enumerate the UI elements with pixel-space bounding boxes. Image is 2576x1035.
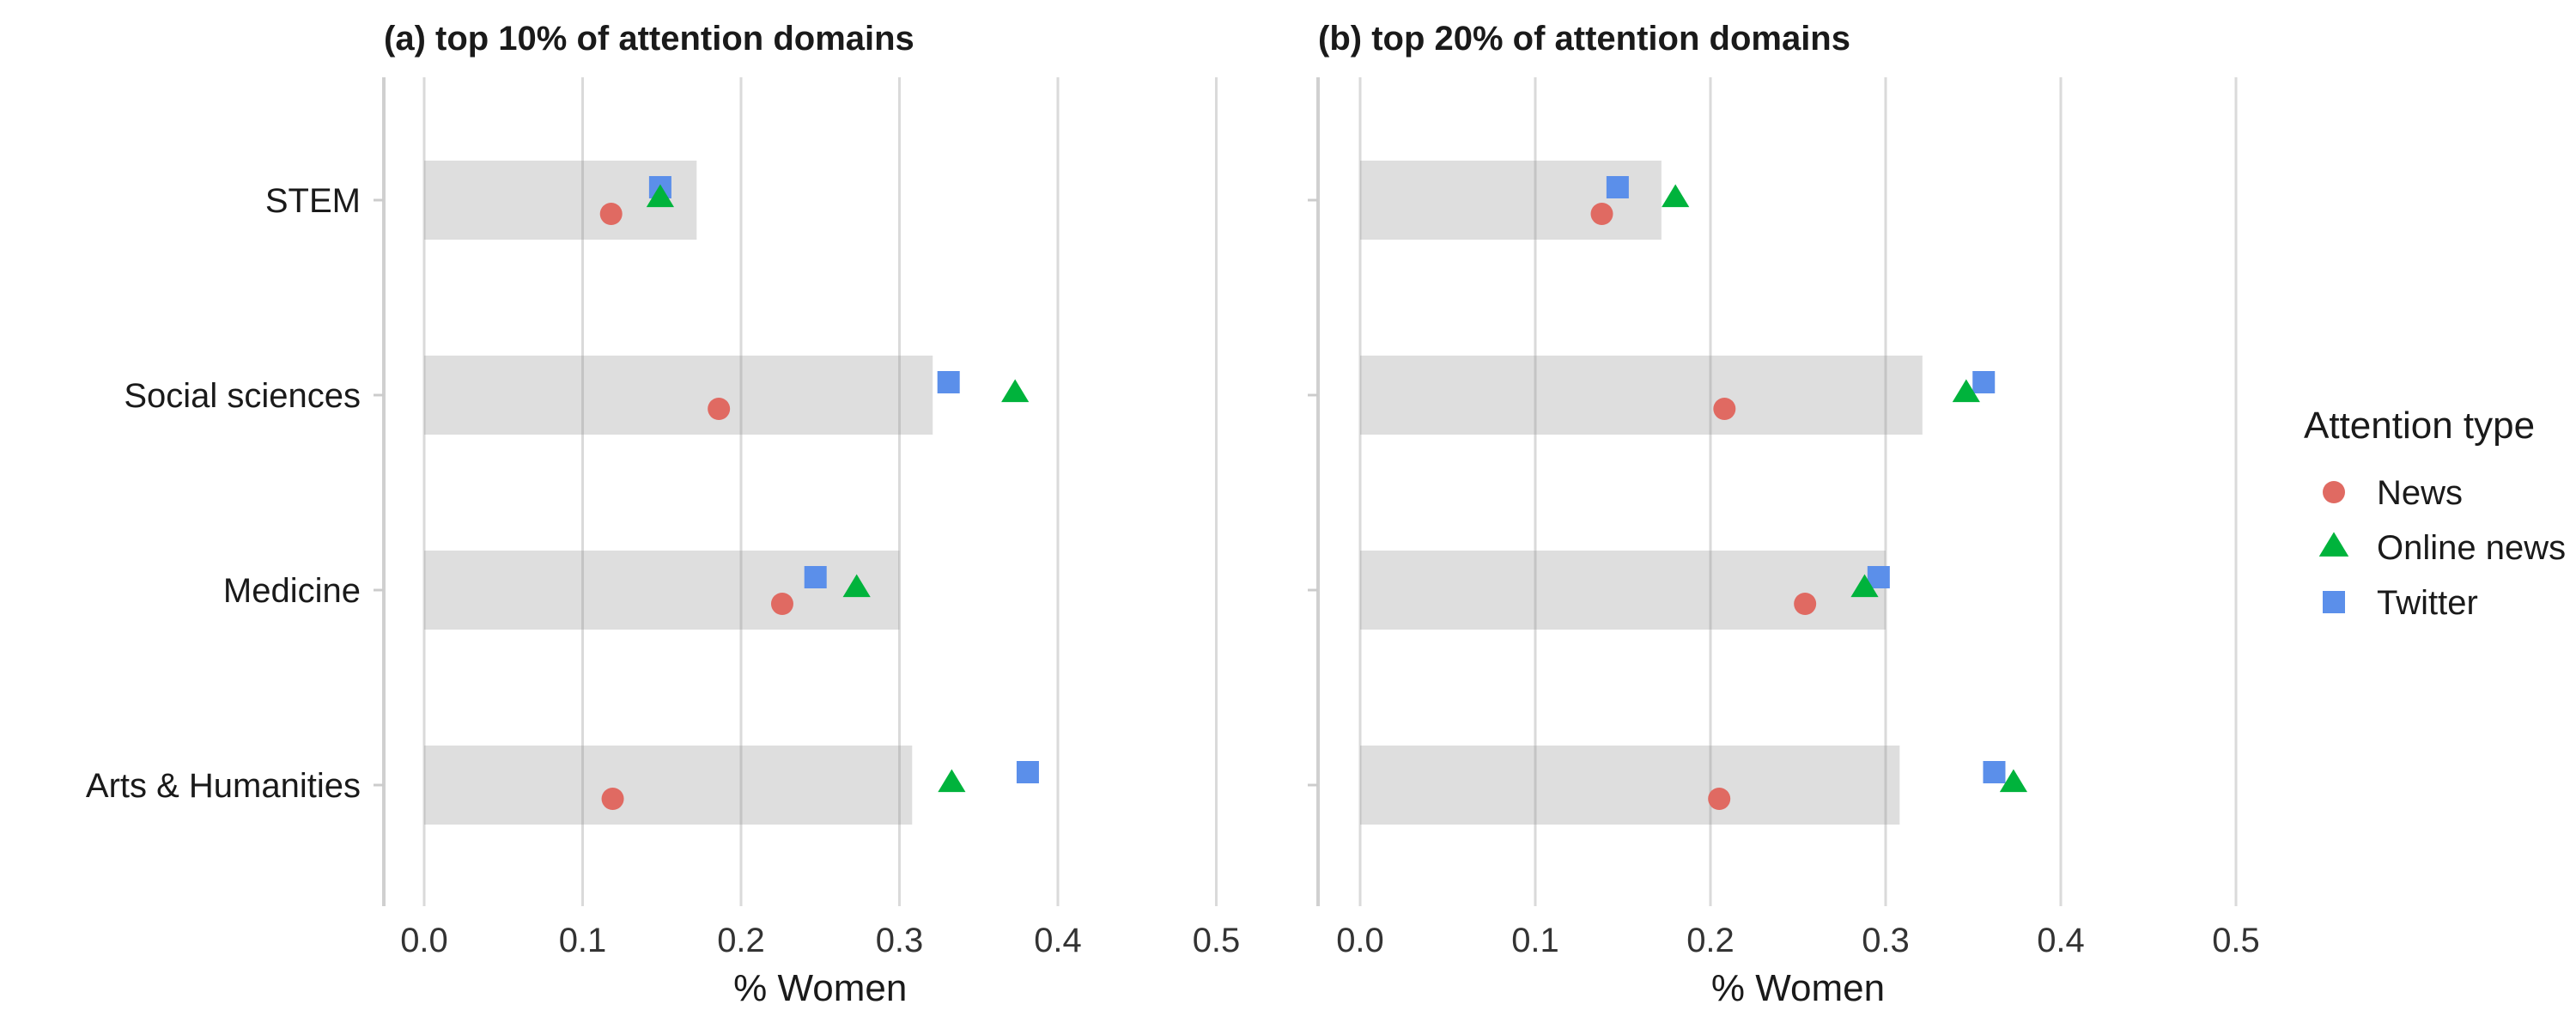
point-news-arts-humanities	[1708, 788, 1731, 810]
point-news-medicine	[1794, 593, 1817, 615]
bar-arts-humanities	[424, 746, 913, 825]
point-news-medicine	[770, 593, 793, 615]
x-tick-label: 0.3	[876, 922, 924, 959]
point-twitter-medicine	[1867, 566, 1890, 588]
panel-a-gridlines	[382, 77, 1218, 906]
panel-b-title: (b) top 20% of attention domains	[1318, 20, 1850, 58]
panel-a-x-axis-title: % Women	[733, 967, 907, 1009]
point-twitter-social-sciences	[937, 371, 960, 393]
bar-social-sciences	[1360, 356, 1923, 435]
category-label: Social sciences	[124, 377, 361, 415]
legend-marker-news	[2323, 481, 2345, 503]
category-label: Medicine	[223, 572, 361, 610]
x-tick-label: 0.4	[1034, 922, 1082, 959]
category-labels: STEM Social sciences Medicine Arts & Humani…	[86, 182, 361, 805]
legend-label-online-news: Online news	[2377, 529, 2566, 567]
x-tick-label: 0.0	[1336, 922, 1384, 959]
point-twitter-arts-humanities	[1016, 761, 1039, 783]
point-online-news-stem	[646, 184, 675, 208]
x-tick-label: 0.3	[1862, 922, 1910, 959]
bar-medicine	[424, 551, 900, 630]
point-online-news-medicine	[1850, 574, 1879, 598]
bar-social-sciences	[424, 356, 933, 435]
bar-arts-humanities	[1360, 746, 1900, 825]
point-online-news-social-sciences	[1952, 379, 1980, 403]
panel-a-title: (a) top 10% of attention domains	[384, 20, 914, 58]
point-twitter-arts-humanities	[1983, 761, 2006, 783]
panel-a-x-tick-labels: 0.0 0.1 0.2 0.3 0.4 0.5	[400, 922, 1240, 959]
point-news-social-sciences	[708, 398, 731, 420]
x-tick-label: 0.1	[1511, 922, 1559, 959]
legend-label-twitter: Twitter	[2377, 584, 2478, 622]
bar-stem	[1360, 161, 1662, 240]
point-online-news-arts-humanities	[1999, 769, 2028, 793]
panel-a-y-ticks	[374, 198, 384, 787]
legend-label-news: News	[2377, 474, 2463, 512]
x-tick-label: 0.2	[717, 922, 765, 959]
x-tick-label: 0.0	[400, 922, 448, 959]
point-online-news-stem	[1662, 184, 1690, 208]
point-online-news-arts-humanities	[938, 769, 966, 793]
x-tick-label: 0.5	[2212, 922, 2260, 959]
panel-a: (a) top 10% of attention domains STEM Soc…	[86, 20, 1240, 1009]
point-news-social-sciences	[1713, 398, 1736, 420]
x-tick-label: 0.2	[1686, 922, 1735, 959]
bar-medicine	[1360, 551, 1886, 630]
panel-a-bars	[424, 161, 933, 825]
point-twitter-medicine	[804, 566, 827, 588]
point-news-arts-humanities	[601, 788, 624, 810]
panel-b-gridlines	[1316, 77, 2238, 906]
point-twitter-social-sciences	[1972, 371, 1996, 393]
panel-b-x-tick-labels: 0.0 0.1 0.2 0.3 0.4 0.5	[1336, 922, 2260, 959]
panel-b-points	[1590, 176, 2028, 810]
legend-marker-twitter	[2323, 591, 2345, 613]
panel-b-y-ticks	[1308, 198, 1318, 787]
legend: Attention type News Online news Twitter	[2304, 405, 2566, 622]
point-twitter-stem	[1606, 176, 1629, 198]
point-news-stem	[599, 203, 623, 225]
x-tick-label: 0.5	[1193, 922, 1241, 959]
point-online-news-social-sciences	[1001, 379, 1030, 403]
point-news-stem	[1590, 203, 1613, 225]
legend-title: Attention type	[2304, 405, 2535, 447]
category-label: Arts & Humanities	[86, 767, 361, 805]
legend-marker-online-news	[2318, 532, 2349, 557]
x-tick-label: 0.1	[559, 922, 607, 959]
panel-a-points	[599, 176, 1039, 810]
panel-b-bars	[1360, 161, 1923, 825]
panel-b: (b) top 20% of attention domains 0.0 0.1 0…	[1308, 20, 2260, 1009]
x-tick-label: 0.4	[2037, 922, 2085, 959]
panel-b-x-axis-title: % Women	[1711, 967, 1885, 1009]
point-online-news-medicine	[842, 574, 871, 598]
category-label: STEM	[265, 182, 361, 220]
